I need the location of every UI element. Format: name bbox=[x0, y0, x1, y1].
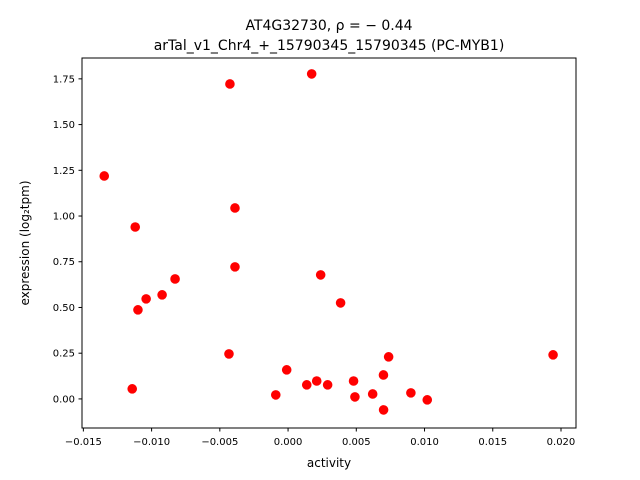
x-axis-label: activity bbox=[307, 456, 351, 470]
x-tick-label: −0.005 bbox=[201, 437, 238, 448]
data-point bbox=[225, 79, 235, 89]
y-tick-label: 0.50 bbox=[53, 303, 75, 314]
chart-title-line1: AT4G32730, ρ = − 0.44 bbox=[245, 18, 412, 34]
data-point bbox=[230, 203, 240, 213]
y-tick-label: 1.75 bbox=[53, 74, 75, 85]
data-point bbox=[378, 370, 389, 380]
y-axis-label: expression (log₂tpm) bbox=[18, 180, 32, 305]
data-point bbox=[270, 390, 281, 400]
data-point bbox=[170, 274, 180, 284]
data-point bbox=[301, 380, 312, 390]
data-point bbox=[315, 270, 326, 280]
data-point bbox=[306, 69, 317, 79]
data-point bbox=[406, 388, 416, 398]
y-axis-ticks: 0.00 0.25 0.50 0.75 1.00 1.25 1.50 1.75 bbox=[53, 74, 82, 405]
data-point bbox=[350, 392, 360, 402]
y-tick-label: 1.00 bbox=[53, 212, 75, 223]
y-tick-label: 0.25 bbox=[53, 349, 75, 360]
x-tick-label: 0.010 bbox=[410, 437, 439, 448]
data-point bbox=[548, 350, 558, 360]
data-point bbox=[133, 305, 143, 315]
data-point bbox=[383, 352, 394, 362]
x-tick-label: 0.015 bbox=[478, 437, 507, 448]
data-point bbox=[127, 384, 138, 394]
data-point bbox=[281, 365, 292, 375]
data-point bbox=[99, 171, 110, 181]
x-tick-label: −0.015 bbox=[65, 437, 102, 448]
x-tick-label: 0.005 bbox=[342, 437, 371, 448]
x-tick-label: −0.010 bbox=[133, 437, 170, 448]
data-point bbox=[141, 294, 151, 304]
plot-frame bbox=[81, 57, 577, 429]
data-point bbox=[224, 349, 234, 359]
y-tick-label: 1.25 bbox=[53, 166, 75, 177]
y-tick-label: 0.00 bbox=[53, 394, 75, 405]
data-point bbox=[335, 298, 346, 308]
data-point bbox=[367, 389, 378, 399]
data-point bbox=[422, 395, 433, 405]
chart-title-line2: arTal_v1_Chr4_+_15790345_15790345 (PC-MY… bbox=[154, 38, 505, 54]
data-point bbox=[157, 290, 167, 300]
data-point bbox=[230, 262, 240, 272]
x-tick-label: 0.020 bbox=[547, 437, 576, 448]
y-tick-label: 1.50 bbox=[53, 120, 75, 131]
x-axis-ticks: −0.015 −0.010 −0.005 0.000 0.005 0.010 0.015 0.… bbox=[65, 428, 575, 448]
points-layer bbox=[99, 69, 558, 415]
y-tick-label: 0.75 bbox=[53, 257, 75, 268]
data-point bbox=[322, 380, 333, 390]
data-point bbox=[378, 405, 389, 415]
x-tick-label: 0.000 bbox=[274, 437, 303, 448]
data-point bbox=[311, 376, 322, 386]
data-point bbox=[130, 222, 141, 232]
data-point bbox=[348, 376, 359, 386]
